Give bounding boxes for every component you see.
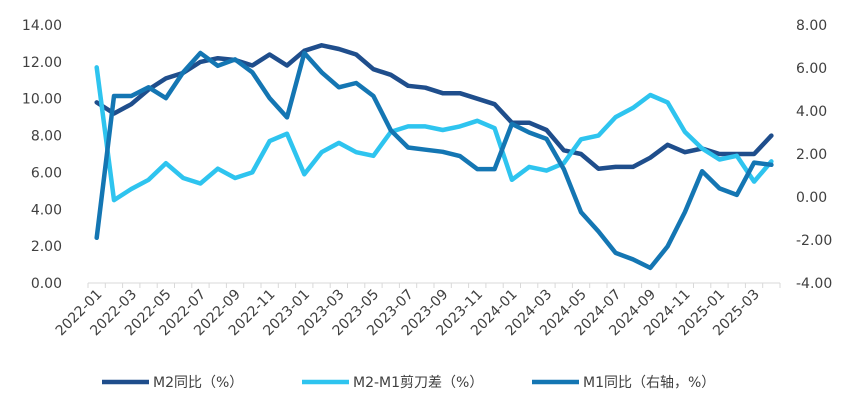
y-right-tick-label: 6.00 <box>796 61 827 77</box>
y-left-tick-label: 4.00 <box>31 202 62 218</box>
legend-label-1: M2同比（%） <box>153 375 243 391</box>
legend-label-2: M2-M1剪刀差（%） <box>353 375 483 391</box>
y-right-tick-label: 2.00 <box>796 147 827 163</box>
y-left-tick-label: 6.00 <box>31 165 62 181</box>
y-left-tick-label: 14.00 <box>22 18 62 34</box>
y-left-tick-label: 2.00 <box>31 239 62 255</box>
series-lines <box>94 43 774 271</box>
y-left-tick-label: 10.00 <box>22 92 62 108</box>
y-right-tick-label: 4.00 <box>796 104 827 120</box>
y-left-tick-label: 8.00 <box>31 129 62 145</box>
y-right-tick-label: -2.00 <box>796 233 832 249</box>
series-line-3 <box>94 50 774 271</box>
y-left-tick-label: 12.00 <box>22 55 62 71</box>
y-right-tick-label: -4.00 <box>796 276 832 292</box>
legend-label-3: M1同比（右轴，%） <box>583 375 715 391</box>
legend: M2同比（%） M2-M1剪刀差（%） M1同比（右轴，%） <box>102 375 715 391</box>
series-line-2 <box>94 65 774 203</box>
y-right-tick-label: 0.00 <box>796 190 827 206</box>
y-left-tick-label: 0.00 <box>31 276 62 292</box>
y-right-tick-label: 8.00 <box>796 18 827 34</box>
